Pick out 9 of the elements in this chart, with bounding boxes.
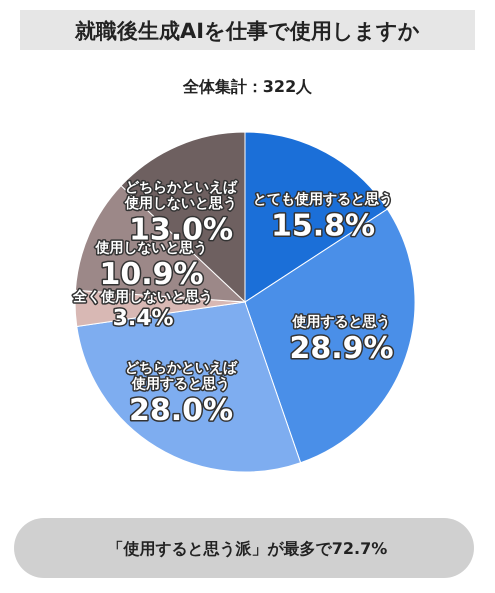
data-label: 28.0% [128, 393, 234, 428]
data-label: 28.9% [289, 331, 394, 366]
text: 「使用すると思う派」が最多で72.7% [108, 539, 388, 558]
slice-label: 使用すると思う [292, 314, 390, 330]
slice-label: どちらかといえば使用すると思う [125, 360, 238, 392]
chart-title: 就職後生成AIを仕事で使用しますか [74, 19, 420, 43]
slice-label: とても使用すると思う [253, 191, 393, 208]
chart-subtitle: 全体集計：322人 [182, 77, 314, 96]
slice-label: どちらかといえば使用しないと思う [124, 179, 238, 212]
